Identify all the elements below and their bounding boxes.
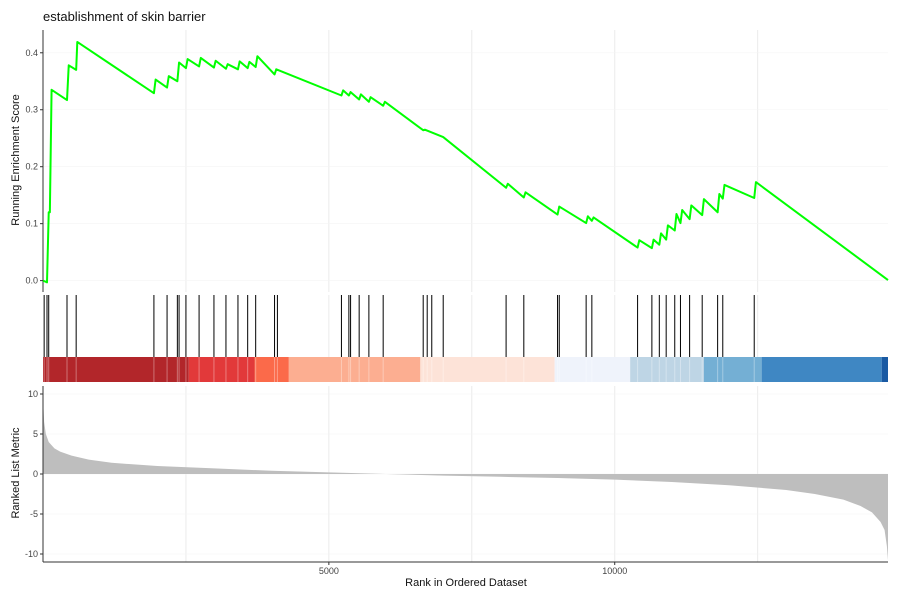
es-y-tick-label-2: 0.2: [25, 162, 38, 172]
enrichment-line: [42, 40, 889, 284]
color-band-9: [881, 357, 888, 382]
enrichment-gridlines: [43, 30, 888, 292]
es-y-tick-label-1: 0.1: [25, 219, 38, 229]
color-band-8: [761, 357, 882, 382]
ranked-metric-area: [43, 398, 888, 561]
es-y-tick-label-3: 0.3: [25, 105, 38, 115]
ranked-y-axis-label: Ranked List Metric: [10, 427, 22, 519]
color-band-1: [188, 357, 255, 382]
rk-y-tick-label-3: -5: [30, 509, 38, 519]
color-band-6: [630, 357, 704, 382]
enrichment-series: [42, 40, 889, 284]
x-axis-label: Rank in Ordered Dataset: [405, 577, 527, 589]
x-tick-label-0: 5000: [319, 566, 339, 576]
ranked-series: [43, 398, 888, 561]
color-band-4: [420, 357, 555, 382]
rk-y-tick-label-4: -10: [25, 549, 38, 559]
enrichment-axis: 0.0 0.1 0.2 0.3 0.4: [25, 30, 44, 292]
rug-hit-marks: [43, 295, 755, 357]
x-tick-label-1: 10000: [602, 566, 627, 576]
rk-y-tick-label-2: 0: [33, 469, 38, 479]
rank-color-bands: [43, 357, 888, 382]
ranked-axis: 10 5 0 -5 -10: [25, 386, 888, 563]
es-y-tick-label-0: 0.0: [25, 276, 38, 286]
rk-y-tick-label-1: 5: [33, 429, 38, 439]
rug-gridlines: [185, 295, 759, 357]
color-band-7: [703, 357, 762, 382]
rk-y-tick-label-0: 10: [28, 389, 38, 399]
color-band-2: [254, 357, 289, 382]
chart-title: establishment of skin barrier: [43, 9, 206, 24]
color-band-3: [288, 357, 421, 382]
color-band-0: [43, 357, 189, 382]
enrichment-y-axis-label: Running Enrichment Score: [10, 94, 22, 225]
x-axis-ticks: 5000 10000: [319, 562, 627, 576]
color-band-5: [554, 357, 631, 382]
es-y-tick-label-4: 0.4: [25, 48, 38, 58]
